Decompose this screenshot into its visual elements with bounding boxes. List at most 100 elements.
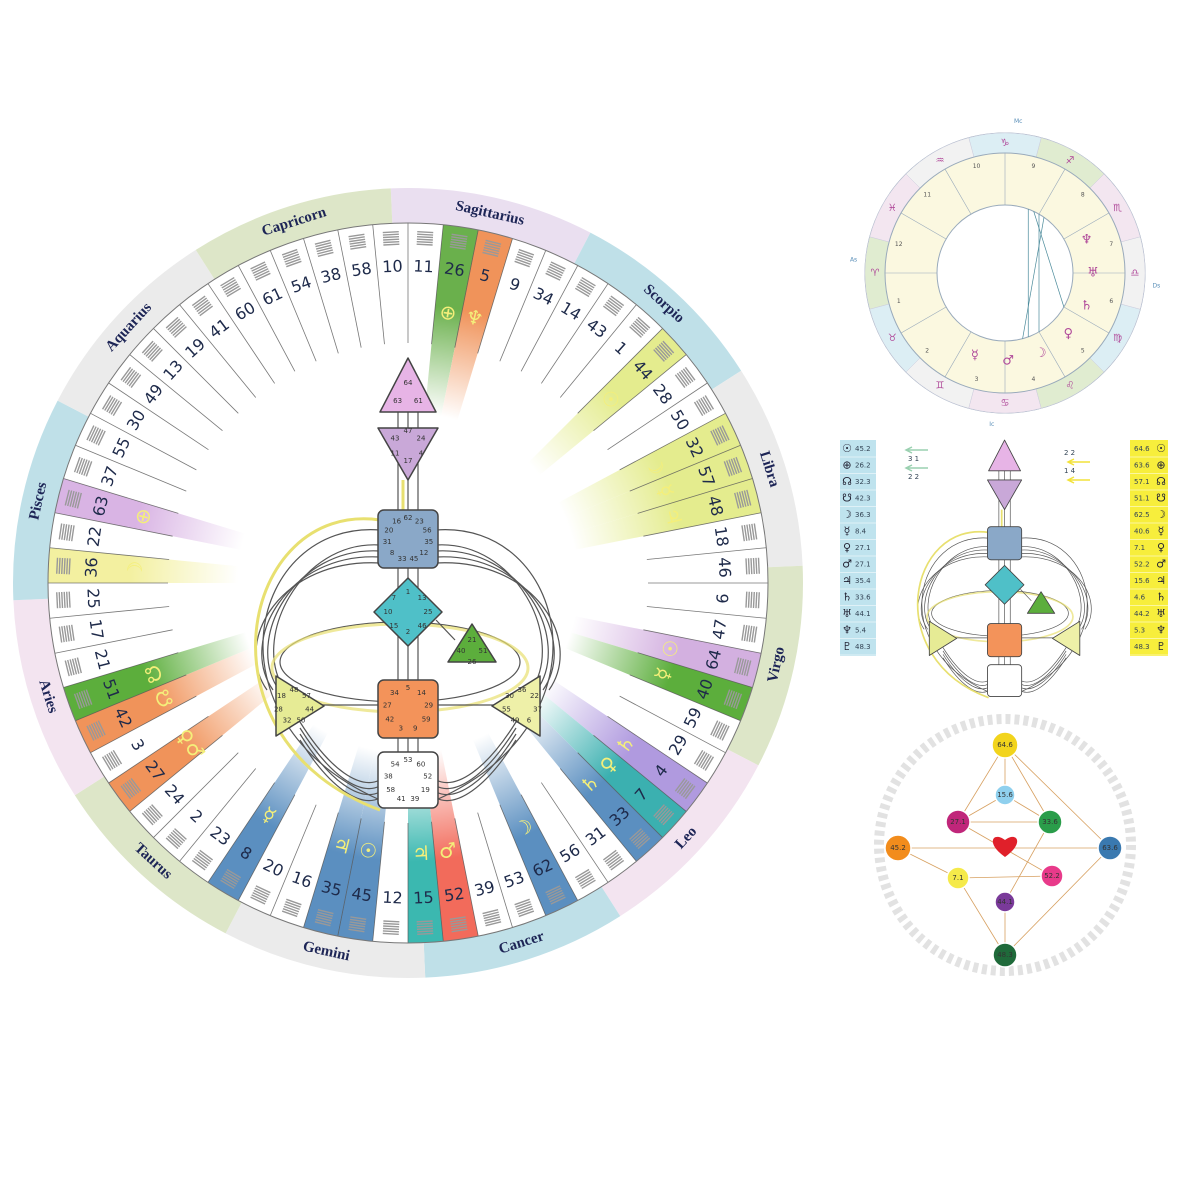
wedge-divider	[541, 283, 609, 384]
gate-number: 22	[84, 525, 106, 548]
wedge-divider	[63, 478, 179, 514]
center-gate: 8	[390, 549, 394, 557]
hexagram-line	[58, 523, 63, 540]
hexagram-line	[725, 690, 733, 706]
hexagram-line	[484, 244, 501, 250]
hexagram-line	[416, 243, 433, 246]
hexagram-line	[104, 755, 114, 770]
energy-node	[992, 942, 1018, 968]
hexagram-line	[191, 859, 206, 871]
gate-number: 36	[81, 557, 101, 578]
hexagram-line	[662, 340, 675, 354]
wedge-divider	[593, 734, 687, 812]
hexagram-line	[684, 366, 696, 381]
astro-axis: Ic	[989, 421, 994, 428]
hexagram-line	[383, 238, 400, 241]
hexagram-line	[735, 693, 743, 710]
hexagram-line	[753, 626, 758, 643]
hexagram-line	[147, 345, 160, 359]
hexagram-line	[282, 908, 299, 915]
hexagram-line	[255, 272, 271, 281]
energy-link	[957, 875, 1053, 879]
planet-value: 51.1	[1134, 495, 1150, 503]
hexagram-line	[61, 557, 64, 575]
hexagram-line	[199, 849, 214, 861]
hexagram-line	[483, 246, 500, 253]
planet-value: 5.3	[1134, 627, 1145, 635]
hexagram-line	[165, 837, 179, 850]
hexagram-line	[174, 828, 187, 840]
hexagram-line	[550, 896, 566, 905]
hexagram-line	[130, 374, 142, 389]
hexagram-line	[128, 779, 140, 794]
hexagram-line	[451, 233, 468, 238]
astro-sign: ♋	[1001, 398, 1010, 409]
house-line	[900, 306, 947, 334]
center-gate: 4	[419, 450, 424, 458]
hexagram-line	[660, 342, 673, 356]
hexagram-line	[738, 658, 745, 675]
house-number: 1	[897, 298, 901, 305]
center-gate: 50	[296, 716, 305, 724]
hexagram-line	[516, 905, 533, 913]
hexagram-line	[653, 804, 665, 817]
center-gate: 49	[511, 716, 520, 724]
hexagram-line	[349, 241, 366, 245]
hexagram-line	[702, 396, 712, 411]
energy-label: 33.6	[1042, 818, 1058, 826]
energy-link	[1004, 744, 1051, 823]
hexagram-line	[746, 524, 750, 541]
astro-sign: ♎	[1131, 268, 1140, 279]
planet-symbol: ♄	[842, 591, 852, 604]
wedge-divider	[75, 674, 187, 722]
wedge-divider	[49, 547, 170, 560]
hexagram-line	[108, 399, 118, 414]
hexagram-line	[607, 299, 622, 311]
wedge-divider	[559, 304, 637, 398]
house-number: 12	[895, 241, 903, 248]
hexagram-line	[382, 236, 400, 239]
center-gate: 23	[415, 517, 424, 525]
hexagram-line	[632, 322, 646, 335]
hexagram-line	[515, 900, 531, 908]
hexagram-line	[64, 660, 70, 677]
energy-node	[1040, 864, 1064, 888]
hexagram-line	[78, 458, 86, 475]
astro-axis: As	[850, 256, 857, 263]
hexagram-line	[723, 461, 731, 477]
wedge-divider	[646, 606, 767, 619]
hexagram-line	[78, 691, 86, 708]
hexagram	[745, 557, 760, 575]
hexagram-line	[674, 777, 686, 792]
hexagram-line	[450, 243, 467, 248]
hexagram-line	[745, 558, 748, 575]
hexagram-line	[286, 260, 302, 268]
center-gate: 6	[527, 716, 532, 724]
house-line	[1063, 306, 1110, 334]
ajna-center	[987, 479, 1023, 511]
hexagram	[56, 557, 71, 575]
energy-node	[994, 784, 1016, 806]
hexagram	[482, 909, 502, 927]
wedge-divider	[108, 716, 209, 784]
planet-value: 5.4	[855, 627, 867, 635]
center-gate: 12	[419, 549, 428, 557]
house-number: 9	[1032, 163, 1036, 170]
hexagram-line	[197, 303, 212, 315]
hexagram-line	[85, 689, 93, 705]
hexagram-line	[74, 492, 80, 509]
hexagram-line	[315, 244, 332, 250]
hexagram-line	[66, 524, 70, 541]
center-gate: 35	[424, 538, 433, 546]
hexagram-line	[124, 369, 136, 384]
channel	[1020, 537, 1088, 693]
planet-symbol: ☊	[842, 475, 852, 488]
hexagram-line	[196, 853, 211, 865]
center-gate: 63	[393, 397, 402, 405]
center-gate: 17	[404, 457, 413, 465]
energy-label: 45.2	[890, 844, 906, 852]
hexagram	[191, 849, 214, 871]
hexagram-line	[63, 591, 66, 608]
center-gate: 22	[530, 692, 539, 700]
hexagram-line	[580, 279, 595, 289]
